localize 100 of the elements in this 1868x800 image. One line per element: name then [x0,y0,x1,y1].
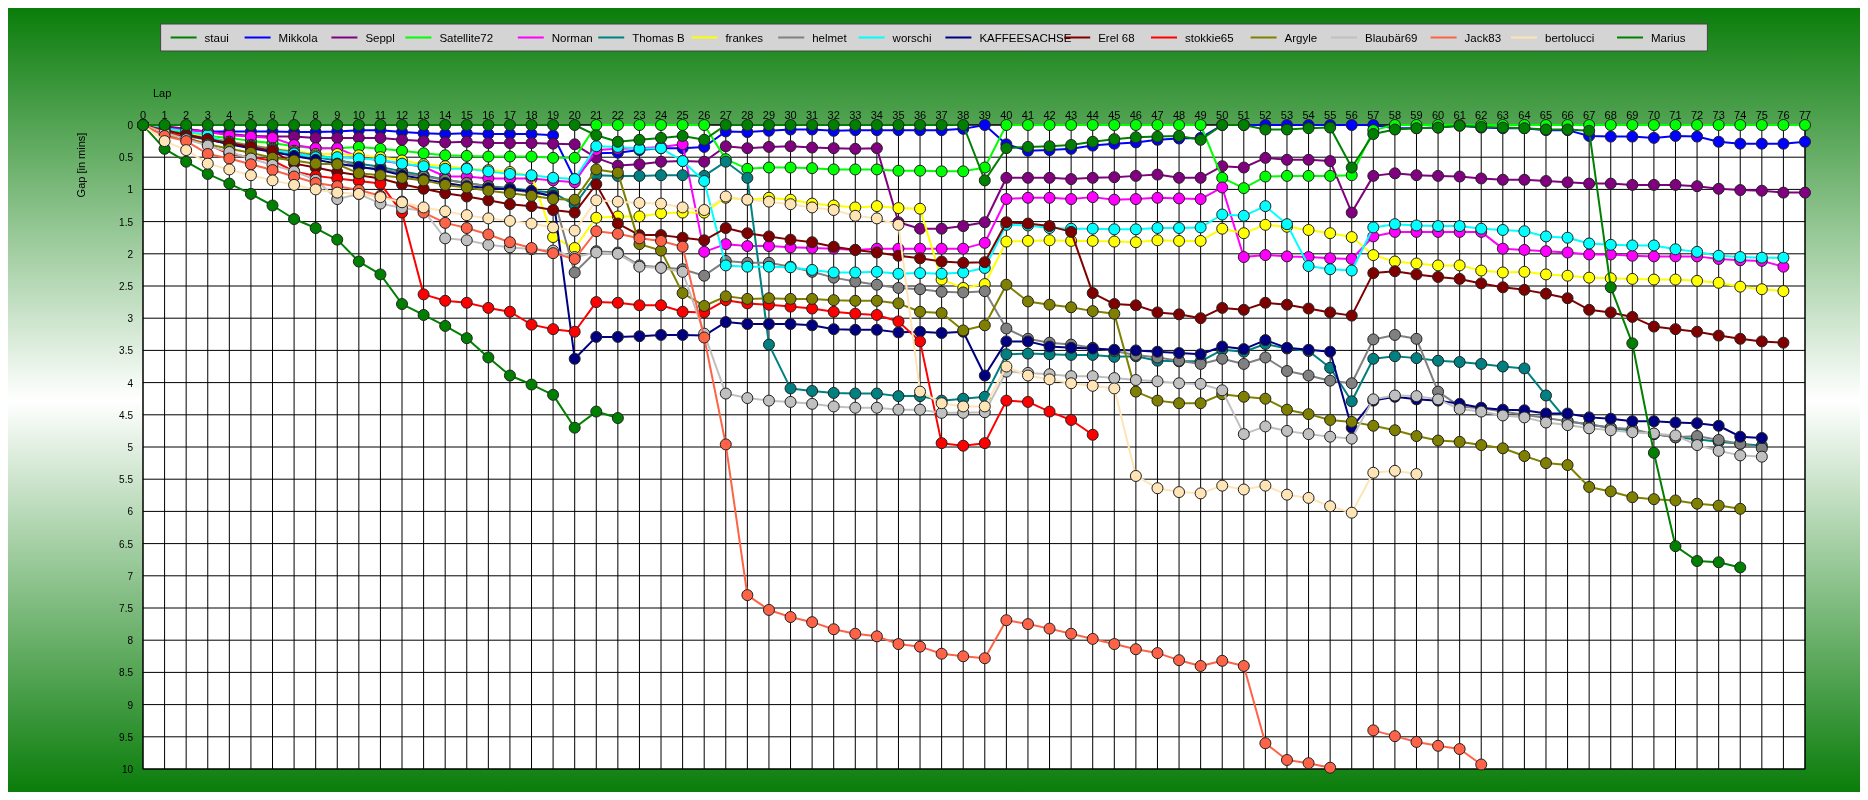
point [1388,464,1401,477]
point [590,296,603,309]
x-axis-title: Lap [153,87,172,99]
x-tick-label: 77 [1798,109,1812,121]
y-tick-label: 5.5 [119,474,134,486]
x-tick-label: 48 [1172,109,1186,121]
y-tick-label: 3.5 [119,345,134,357]
point [460,209,473,222]
x-tick-label: 49 [1194,109,1207,121]
x-tick-label: 36 [913,109,927,121]
point [1086,428,1099,441]
x-tick-label: 22 [611,109,624,121]
x-tick-label: 27 [719,109,732,121]
point [784,198,797,211]
point [655,197,668,210]
y-axis-title: Gap [in mins] [75,132,87,198]
x-tick-label: 21 [590,109,603,121]
x-tick-label: 43 [1065,109,1078,121]
point [482,301,495,314]
point [978,437,991,450]
y-tick-label: 5 [127,442,134,453]
point [676,201,689,214]
point [525,217,538,230]
point [460,332,473,345]
point [417,288,430,301]
point [180,144,193,157]
point [849,307,862,320]
legend-label: Norman [551,31,593,44]
y-tick-label: 9.5 [119,731,134,743]
point [223,163,236,176]
x-tick-label: 28 [741,109,754,121]
x-tick-label: 51 [1237,109,1250,121]
y-tick-label: 8.5 [119,667,134,679]
x-tick-label: 37 [935,109,948,121]
legend-label: frankes [725,31,764,44]
legend-label: Seppl [365,31,395,44]
point [201,157,214,170]
x-tick-label: 40 [1000,109,1013,121]
point [460,296,473,309]
x-tick-label: 44 [1086,109,1099,121]
x-tick-label: 73 [1712,109,1725,121]
point [633,196,646,209]
point [547,388,560,401]
legend-label: bertolucci [1545,31,1595,44]
point [288,213,301,226]
point [1194,487,1207,500]
x-tick-label: 12 [395,109,409,121]
point [482,212,495,225]
point [806,302,819,315]
x-tick-label: 70 [1647,109,1661,121]
x-tick-label: 3 [204,109,211,121]
x-tick-label: 64 [1518,109,1531,121]
legend-label: helmet [812,31,848,44]
point [590,194,603,207]
point [439,319,452,332]
point [417,308,430,321]
point [1302,491,1315,504]
point [806,201,819,214]
x-tick-label: 62 [1475,109,1488,121]
x-tick-label: 19 [546,109,560,121]
x-tick-label: 18 [525,109,538,121]
point [482,351,495,364]
legend-label: Marius [1651,31,1686,44]
point [180,155,193,168]
x-tick-label: 35 [892,109,905,121]
point [1000,394,1013,407]
legend-label: Argyle [1284,31,1318,44]
point [439,205,452,218]
x-tick-label: 45 [1108,109,1121,121]
y-tick-label: 0.5 [119,152,134,164]
point [914,385,927,398]
x-tick-label: 15 [460,109,473,121]
point [1259,479,1272,492]
point [1065,413,1078,426]
point [266,199,279,212]
point [547,221,560,234]
point [827,204,840,217]
x-tick-label: 50 [1216,109,1229,121]
x-tick-label: 61 [1453,109,1466,121]
point [1151,482,1164,495]
y-tick-label: 7.5 [119,603,134,614]
legend-label: worschi [891,31,932,44]
point [1173,486,1186,499]
point [1367,466,1380,479]
x-tick-label: 16 [482,109,495,121]
x-tick-label: 14 [439,109,452,121]
point [611,412,624,425]
x-tick-label: 34 [870,109,883,121]
point [1345,506,1358,519]
point [762,195,775,208]
x-tick-label: 5 [247,109,254,121]
point [849,209,862,222]
point [503,305,516,318]
x-tick-label: 42 [1043,109,1056,121]
legend-label: stokkie65 [1185,31,1234,44]
legend-label: Blaubär69 [1365,31,1418,44]
point [914,335,927,348]
x-tick-label: 26 [698,109,711,121]
point [1324,500,1337,513]
y-tick-label: 10 [121,764,134,775]
